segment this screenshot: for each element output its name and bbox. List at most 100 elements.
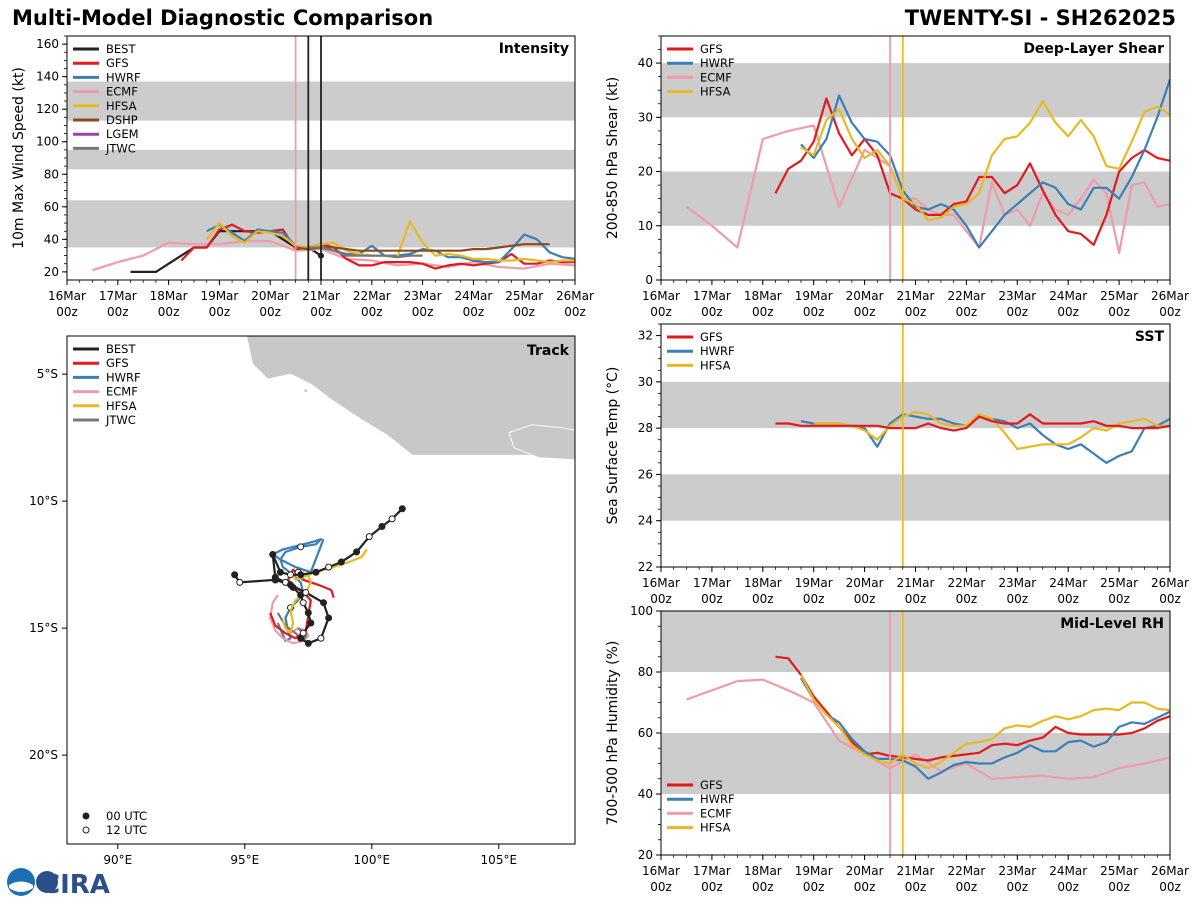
track-point-best xyxy=(325,563,333,571)
x-tick-date: 19Mar xyxy=(200,289,238,303)
track-point-best xyxy=(269,550,277,558)
panel-rh: 20 40 60 80 100 16Mar 00z 17Mar 00z 18Mar 00z 19Mar… xyxy=(605,604,1189,894)
track-point-best xyxy=(325,614,333,622)
legend-label-ecmf: ECMF xyxy=(106,85,138,99)
series-line-hfsa xyxy=(813,410,1170,451)
track-point-best xyxy=(398,505,406,513)
series-line-hfsa xyxy=(800,674,1170,770)
y-tick-label: 40 xyxy=(638,787,653,801)
x-tick-date: 24Mar xyxy=(1049,864,1087,878)
x-tick-date: 16Mar xyxy=(642,289,680,303)
x-tick-hour: 00z xyxy=(310,305,332,319)
legend-label-hfsa: HFSA xyxy=(106,399,137,413)
x-tick-hour: 00z xyxy=(1057,880,1079,894)
track-point-best xyxy=(307,619,315,627)
lat-tick-label: 5°S xyxy=(37,367,58,381)
java-land xyxy=(508,424,575,461)
x-tick-hour: 00z xyxy=(752,592,774,606)
track-point-best xyxy=(302,589,310,597)
x-tick-hour: 00z xyxy=(752,880,774,894)
x-tick-date: 25Mar xyxy=(505,289,543,303)
x-tick-date: 22Mar xyxy=(947,289,985,303)
x-tick-date: 22Mar xyxy=(947,864,985,878)
x-tick-date: 20Mar xyxy=(846,864,884,878)
panel-track: 90°E 95°E 100°E 105°E 5°S 10°S 15°S 20°S Track BE… xyxy=(29,335,576,867)
figure-title: Multi-Model Diagnostic Comparison xyxy=(12,6,434,30)
track-line-hfsa xyxy=(281,548,368,635)
y-tick-label: 60 xyxy=(44,200,59,214)
lat-tick-label: 20°S xyxy=(29,748,58,762)
legend-label-hwrf: HWRF xyxy=(106,70,141,84)
x-tick-hour: 00z xyxy=(956,880,978,894)
legend-label-jtwc: JTWC xyxy=(105,141,136,155)
track-point-best xyxy=(304,609,312,617)
track-point-best xyxy=(320,599,328,607)
x-tick-hour: 00z xyxy=(752,305,774,319)
x-tick-date: 22Mar xyxy=(947,576,985,590)
lat-tick-label: 10°S xyxy=(29,494,58,508)
x-tick-hour: 00z xyxy=(412,305,434,319)
y-tick-label: 20 xyxy=(638,165,653,179)
x-tick-date: 25Mar xyxy=(1100,576,1138,590)
y-tick-label: 30 xyxy=(638,110,653,124)
series-line-hwrf xyxy=(800,677,1170,780)
x-tick-date: 21Mar xyxy=(897,864,935,878)
series-line-hfsa xyxy=(800,99,1170,222)
legend-label-jtwc: JTWC xyxy=(105,413,136,427)
band-rh xyxy=(661,611,1170,672)
x-tick-date: 21Mar xyxy=(897,576,935,590)
y-tick-label: 10 xyxy=(638,219,653,233)
x-tick-date: 16Mar xyxy=(48,289,86,303)
x-tick-hour: 00z xyxy=(854,592,876,606)
legend-label-gfs: GFS xyxy=(106,356,129,370)
plot-frame xyxy=(66,335,576,845)
legend-label-hfsa: HFSA xyxy=(700,85,731,99)
x-tick-hour: 00z xyxy=(701,592,723,606)
lat-tick-label: 15°S xyxy=(29,621,58,635)
panel-title: Track xyxy=(527,343,570,359)
x-tick-date: 17Mar xyxy=(693,289,731,303)
y-tick-label: 28 xyxy=(638,421,653,435)
track-point-best xyxy=(297,634,305,642)
storm-id: TWENTY-SI - SH262025 xyxy=(904,6,1176,30)
y-tick-label: 24 xyxy=(638,514,653,528)
track-point-best xyxy=(299,599,307,607)
legend-label-best: BEST xyxy=(106,342,136,356)
track-point-best xyxy=(304,639,312,647)
band-shear xyxy=(661,63,1170,118)
x-tick-date: 26Mar xyxy=(556,289,594,303)
x-tick-date: 23Mar xyxy=(998,576,1036,590)
panel-title: Deep-Layer Shear xyxy=(1023,41,1164,57)
y-tick-label: 22 xyxy=(638,560,653,574)
x-tick-hour: 00z xyxy=(905,880,927,894)
track-point-best xyxy=(365,533,373,541)
x-tick-hour: 00z xyxy=(259,305,281,319)
x-tick-hour: 00z xyxy=(513,305,535,319)
series-line-hwrf xyxy=(800,79,1170,249)
x-tick-hour: 00z xyxy=(158,305,180,319)
x-tick-date: 25Mar xyxy=(1100,289,1138,303)
x-tick-date: 22Mar xyxy=(353,289,391,303)
legend-label-ecmf: ECMF xyxy=(106,385,138,399)
sumatra-land xyxy=(245,336,575,456)
x-tick-date: 17Mar xyxy=(99,289,137,303)
x-tick-date: 18Mar xyxy=(744,576,782,590)
legend-label-ecmf: ECMF xyxy=(700,70,732,84)
x-tick-hour: 00z xyxy=(1057,305,1079,319)
x-tick-date: 18Mar xyxy=(744,289,782,303)
x-tick-hour: 00z xyxy=(854,305,876,319)
track-point-best xyxy=(231,571,239,579)
y-tick-label: 0 xyxy=(645,273,653,287)
track-point-best xyxy=(353,548,361,556)
legend-label-hfsa: HFSA xyxy=(106,99,137,113)
x-tick-hour: 00z xyxy=(1108,592,1130,606)
y-tick-label: 26 xyxy=(638,467,653,481)
legend-label-hwrf: HWRF xyxy=(700,56,735,70)
legend-label-ecmf: ECMF xyxy=(700,806,732,820)
x-tick-hour: 00z xyxy=(463,305,485,319)
series-line-jtwc xyxy=(308,246,423,259)
series-line-gfs xyxy=(775,413,1170,432)
x-tick-date: 20Mar xyxy=(251,289,289,303)
cira-logo-text: CIRA xyxy=(41,870,110,898)
y-tick-label: 140 xyxy=(36,70,59,84)
